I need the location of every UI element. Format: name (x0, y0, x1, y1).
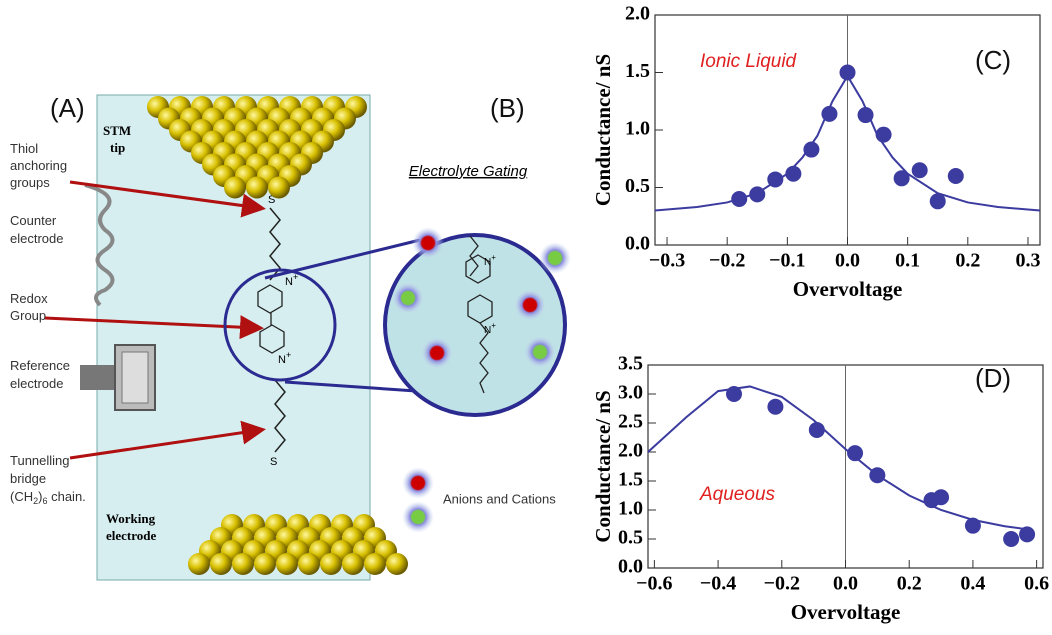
gold-atom (232, 553, 254, 575)
data-point (840, 65, 856, 81)
x-axis-label: Overvoltage (791, 600, 901, 624)
data-point (1019, 526, 1035, 542)
x-axis-label: Overvoltage (793, 277, 903, 301)
data-point (965, 518, 981, 534)
data-point (749, 186, 765, 202)
gold-atom (188, 553, 210, 575)
data-point (767, 171, 783, 187)
y-tick-label: 0.5 (618, 527, 643, 549)
anion (412, 227, 444, 259)
data-point (821, 106, 837, 122)
x-tick-label: −0.6 (636, 573, 672, 595)
gold-atom (254, 553, 276, 575)
data-point (847, 445, 863, 461)
data-point (858, 107, 874, 123)
x-tick-label: 0.2 (955, 250, 980, 272)
figure: (A) (B) STMtip Thiolanchoringgroups Coun… (0, 0, 1052, 630)
cation (539, 242, 571, 274)
y-tick-label: 2.0 (618, 440, 643, 462)
x-tick-label: 0.4 (960, 573, 985, 595)
data-point (948, 168, 964, 184)
data-point (785, 166, 801, 182)
x-tick-label: 0.1 (895, 250, 920, 272)
panel-label: (C) (975, 45, 1011, 75)
y-tick-label: 3.0 (618, 382, 643, 404)
anion (514, 289, 546, 321)
y-tick-label: 1.0 (618, 498, 643, 520)
data-point (933, 489, 949, 505)
x-tick-label: −0.4 (700, 573, 736, 595)
gold-atom (224, 177, 246, 199)
data-point (876, 127, 892, 143)
annotation: Ionic Liquid (700, 51, 798, 72)
gold-atom (276, 553, 298, 575)
y-tick-label: 0.0 (625, 233, 650, 255)
y-tick-label: 1.0 (625, 118, 650, 140)
fit-curve (648, 386, 1030, 529)
cation (392, 282, 424, 314)
gold-atom (298, 553, 320, 575)
panel-label: (A) (50, 93, 85, 123)
x-tick-label: 0.2 (897, 573, 922, 595)
gold-atom (246, 177, 268, 199)
cation (402, 501, 434, 533)
y-tick-label: 1.5 (618, 469, 643, 491)
x-tick-label: 0.3 (1015, 250, 1040, 272)
x-tick-label: −0.1 (769, 250, 805, 272)
label: (CH2)6 chain. (10, 489, 86, 506)
anion (402, 467, 434, 499)
y-axis-label: Conductance/ nS (591, 390, 615, 542)
x-tick-label: −0.2 (764, 573, 800, 595)
x-tick-label: 0.0 (835, 250, 860, 272)
reference-mesh (122, 352, 148, 403)
data-point (912, 162, 928, 178)
y-tick-label: 3.5 (618, 353, 643, 375)
gold-atom (210, 553, 232, 575)
data-point (726, 386, 742, 402)
gold-atom (320, 553, 342, 575)
data-point (803, 142, 819, 158)
gold-atom (342, 553, 364, 575)
data-point (894, 170, 910, 186)
y-axis-label: Conductance/ nS (591, 54, 615, 206)
data-point (767, 399, 783, 415)
y-tick-label: 2.0 (625, 3, 650, 25)
annotation: Aqueous (699, 484, 776, 505)
gold-atom (364, 553, 386, 575)
label: Electrolyte Gating (409, 163, 528, 180)
gold-atom (386, 553, 408, 575)
panel-label: (D) (975, 363, 1011, 393)
data-point (731, 191, 747, 207)
y-tick-label: 2.5 (618, 411, 643, 433)
gold-atom (268, 177, 290, 199)
data-point (1003, 531, 1019, 547)
cation (524, 336, 556, 368)
data-point (930, 193, 946, 209)
data-point (809, 422, 825, 438)
x-tick-label: 0.0 (833, 573, 858, 595)
panel-label: (B) (490, 93, 525, 123)
y-tick-label: 0.5 (625, 175, 650, 197)
atom: S (270, 456, 277, 468)
anion (421, 337, 453, 369)
x-tick-label: 0.6 (1024, 573, 1049, 595)
y-tick-label: 1.5 (625, 60, 650, 82)
data-point (869, 467, 885, 483)
x-tick-label: −0.2 (709, 250, 745, 272)
x-tick-label: −0.3 (649, 250, 685, 272)
label: Anions and Cations (443, 491, 556, 506)
